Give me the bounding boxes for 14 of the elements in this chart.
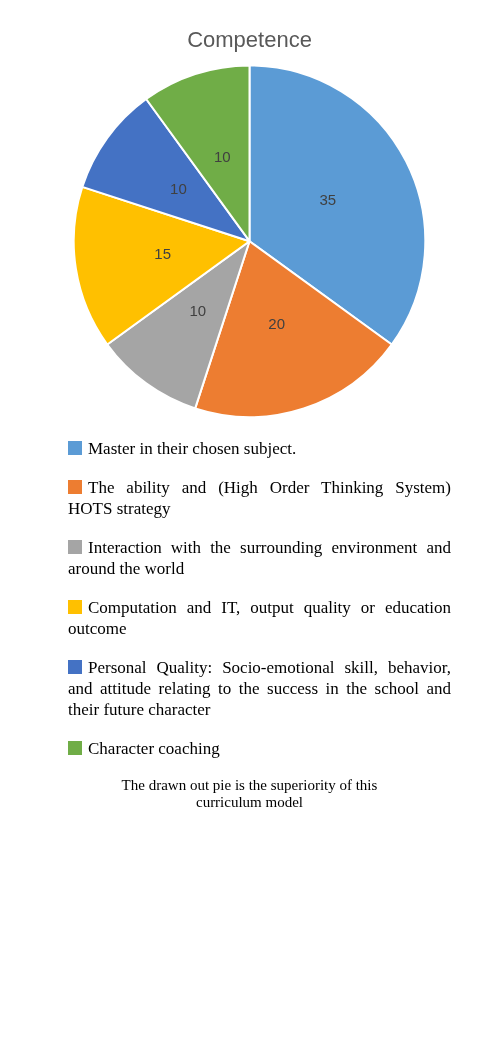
data-label: 20 [268,314,286,332]
legend-label: Personal Quality: Socio-emotional skill, behavior, and attitude relating to the success in the school and their future character [68,658,451,719]
data-label: 10 [189,302,207,320]
data-label: 10 [213,147,231,165]
chart-title: Competence [187,27,312,53]
legend-label: Master in their chosen subject. [88,439,297,458]
data-label: 10 [170,179,187,197]
legend-label: Computation and IT, output quality or education outcome [68,598,451,638]
legend-label: Character coaching [88,739,220,758]
legend-label: The ability and (High Order Thinking System) HOTS strategy [68,478,451,518]
data-label: 15 [154,245,172,263]
legend-label: Interaction with the surrounding environment and around the world [68,538,451,578]
text: The drawn out pie is the superiority of this curriculum model [120,777,379,811]
data-label: 35 [319,191,337,209]
